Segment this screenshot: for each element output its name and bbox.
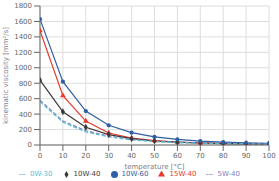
svg-text:600: 600 xyxy=(19,95,32,103)
svg-text:0: 0 xyxy=(38,152,42,160)
svg-text:1400: 1400 xyxy=(14,33,32,41)
svg-text:50: 50 xyxy=(150,152,159,160)
svg-text:60: 60 xyxy=(173,152,182,160)
html-text:5W-40: 5W-40 xyxy=(217,170,240,178)
svg-text:1800: 1800 xyxy=(14,2,32,10)
svg-text:20: 20 xyxy=(81,152,90,160)
svg-text:30: 30 xyxy=(104,152,113,160)
svg-text:800: 800 xyxy=(19,80,32,88)
svg-text:1200: 1200 xyxy=(14,49,32,57)
svg-text:40: 40 xyxy=(127,152,136,160)
svg-text:temperature [°C]: temperature [°C] xyxy=(124,163,184,171)
html-text:10W-60: 10W-60 xyxy=(121,170,149,178)
svg-text:400: 400 xyxy=(19,111,32,119)
svg-text:1000: 1000 xyxy=(14,64,32,72)
html-text:15W-40: 15W-40 xyxy=(169,170,197,178)
svg-text:0: 0 xyxy=(28,141,32,149)
svg-text:kinematic viscosity [mm²/s]: kinematic viscosity [mm²/s] xyxy=(2,27,10,124)
svg-text:1600: 1600 xyxy=(14,18,32,26)
html-text:10W-40: 10W-40 xyxy=(73,170,101,178)
svg-text:10: 10 xyxy=(58,152,67,160)
svg-text:80: 80 xyxy=(219,152,228,160)
svg-text:70: 70 xyxy=(196,152,205,160)
svg-text:90: 90 xyxy=(242,152,251,160)
svg-text:200: 200 xyxy=(19,126,32,134)
html-text:0W-30: 0W-30 xyxy=(30,170,53,178)
svg-text:100: 100 xyxy=(262,152,275,160)
